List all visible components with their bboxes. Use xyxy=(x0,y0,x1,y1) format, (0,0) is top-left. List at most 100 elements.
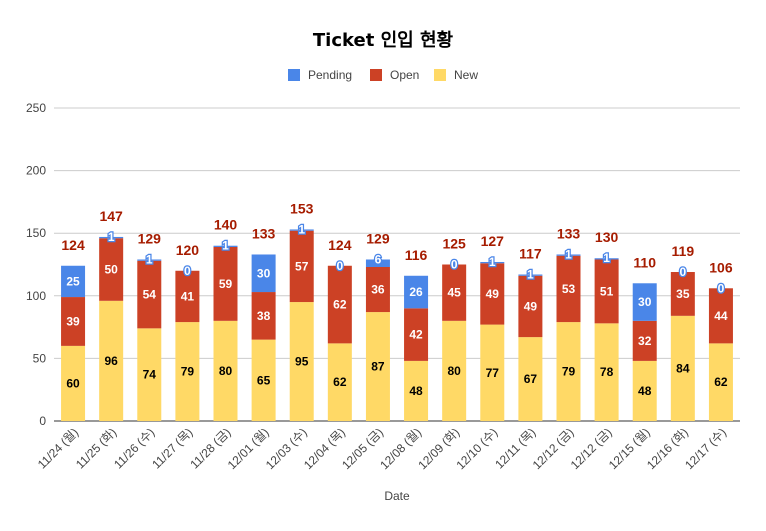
bar-segment xyxy=(251,339,276,421)
data-label: 1 xyxy=(565,247,572,261)
data-label: 51 xyxy=(600,284,614,298)
bar-segment xyxy=(289,230,314,303)
bar-segment xyxy=(61,297,86,346)
bars xyxy=(61,229,733,421)
data-label: 79 xyxy=(181,365,195,379)
bar-segment xyxy=(670,272,695,316)
data-label: 0 xyxy=(451,258,458,272)
y-tick-label: 0 xyxy=(39,414,46,428)
bar-segment xyxy=(327,343,352,421)
data-label: 1 xyxy=(527,268,534,282)
bar-segment xyxy=(213,245,238,247)
bar-segment xyxy=(518,274,543,276)
y-tick-label: 50 xyxy=(33,351,47,365)
legend-swatch xyxy=(370,69,382,81)
data-label: 59 xyxy=(219,277,233,291)
bar-segment xyxy=(365,312,390,421)
data-label: 0 xyxy=(336,259,343,273)
bar-segment xyxy=(213,246,238,321)
gridlines xyxy=(54,107,740,422)
data-label: 44 xyxy=(714,309,728,323)
bar-segment xyxy=(594,258,619,260)
data-label: 65 xyxy=(257,373,271,387)
legend-label: New xyxy=(454,68,478,82)
bar-segment xyxy=(251,254,276,293)
total-label: 119 xyxy=(672,243,695,259)
bar-segment xyxy=(556,254,581,256)
data-label: 42 xyxy=(409,328,423,342)
total-label: 120 xyxy=(176,242,200,258)
data-label: 1 xyxy=(489,255,496,269)
data-label: 45 xyxy=(447,286,461,300)
data-label: 1 xyxy=(603,251,610,265)
bar-segment xyxy=(480,324,505,421)
total-label: 153 xyxy=(290,200,314,216)
data-label: 1 xyxy=(108,230,115,244)
data-label: 62 xyxy=(333,298,347,312)
bar-segment xyxy=(480,261,505,264)
x-axis: 11/24 (월)11/25 (화)11/26 (수)11/27 (목)11/2… xyxy=(35,425,729,472)
y-tick-label: 200 xyxy=(26,164,46,178)
data-label: 32 xyxy=(638,334,652,348)
x-tick-label: 12/17 (수) xyxy=(682,425,729,472)
bar-segment xyxy=(404,308,429,361)
y-tick-label: 100 xyxy=(26,289,46,303)
data-label: 0 xyxy=(718,281,725,295)
data-label: 57 xyxy=(295,259,309,273)
chart-title: Ticket 인입 현황 xyxy=(313,29,454,51)
data-label: 1 xyxy=(298,222,305,236)
legend-label: Pending xyxy=(308,68,352,82)
data-label: 50 xyxy=(104,263,118,277)
x-tick-label: 11/27 (목) xyxy=(149,425,195,471)
bar-segment xyxy=(99,300,124,421)
total-label: 140 xyxy=(214,217,238,233)
bar-segment xyxy=(289,229,314,231)
total-label: 110 xyxy=(633,254,656,270)
y-tick-label: 150 xyxy=(26,226,46,240)
data-label: 30 xyxy=(257,266,271,280)
data-label: 49 xyxy=(486,287,500,301)
bar-segment xyxy=(518,275,543,338)
data-label: 67 xyxy=(524,372,538,386)
data-label: 36 xyxy=(371,283,385,297)
bar-segment xyxy=(708,343,733,421)
x-tick-label: 11/26 (수) xyxy=(111,425,157,471)
bar-segment xyxy=(518,337,543,421)
x-tick-label: 12/10 (수) xyxy=(453,425,500,472)
data-label: 41 xyxy=(181,289,195,303)
data-label: 1 xyxy=(146,252,153,266)
data-label: 79 xyxy=(562,365,576,379)
data-labels: 6039251249650114774541129794101208059114… xyxy=(61,200,732,398)
data-label: 80 xyxy=(219,364,233,378)
total-label: 106 xyxy=(709,259,733,275)
data-label: 95 xyxy=(295,355,309,369)
data-label: 1 xyxy=(222,239,229,253)
bar-segment xyxy=(632,360,657,421)
total-label: 125 xyxy=(442,236,466,252)
bar-segment xyxy=(594,259,619,324)
legend-swatch xyxy=(434,69,446,81)
bar-segment xyxy=(137,260,162,329)
bar-segment xyxy=(213,320,238,421)
bar-segment xyxy=(442,264,467,321)
data-label: 78 xyxy=(600,365,614,379)
bar-segment xyxy=(175,322,200,421)
data-label: 49 xyxy=(524,299,538,313)
bar-segment xyxy=(61,345,86,421)
data-label: 53 xyxy=(562,282,576,296)
total-label: 129 xyxy=(138,230,162,246)
data-label: 84 xyxy=(676,361,690,375)
bar-segment xyxy=(251,292,276,340)
total-label: 147 xyxy=(99,208,123,224)
total-label: 116 xyxy=(405,247,428,263)
data-label: 0 xyxy=(184,264,191,278)
bar-segment xyxy=(137,328,162,421)
data-label: 54 xyxy=(143,288,157,302)
bar-segment xyxy=(137,259,162,261)
bar-segment xyxy=(556,322,581,421)
data-label: 6 xyxy=(375,252,382,266)
data-label: 25 xyxy=(66,274,80,288)
data-label: 74 xyxy=(143,368,157,382)
bar-segment xyxy=(594,323,619,421)
total-label: 130 xyxy=(595,229,619,245)
